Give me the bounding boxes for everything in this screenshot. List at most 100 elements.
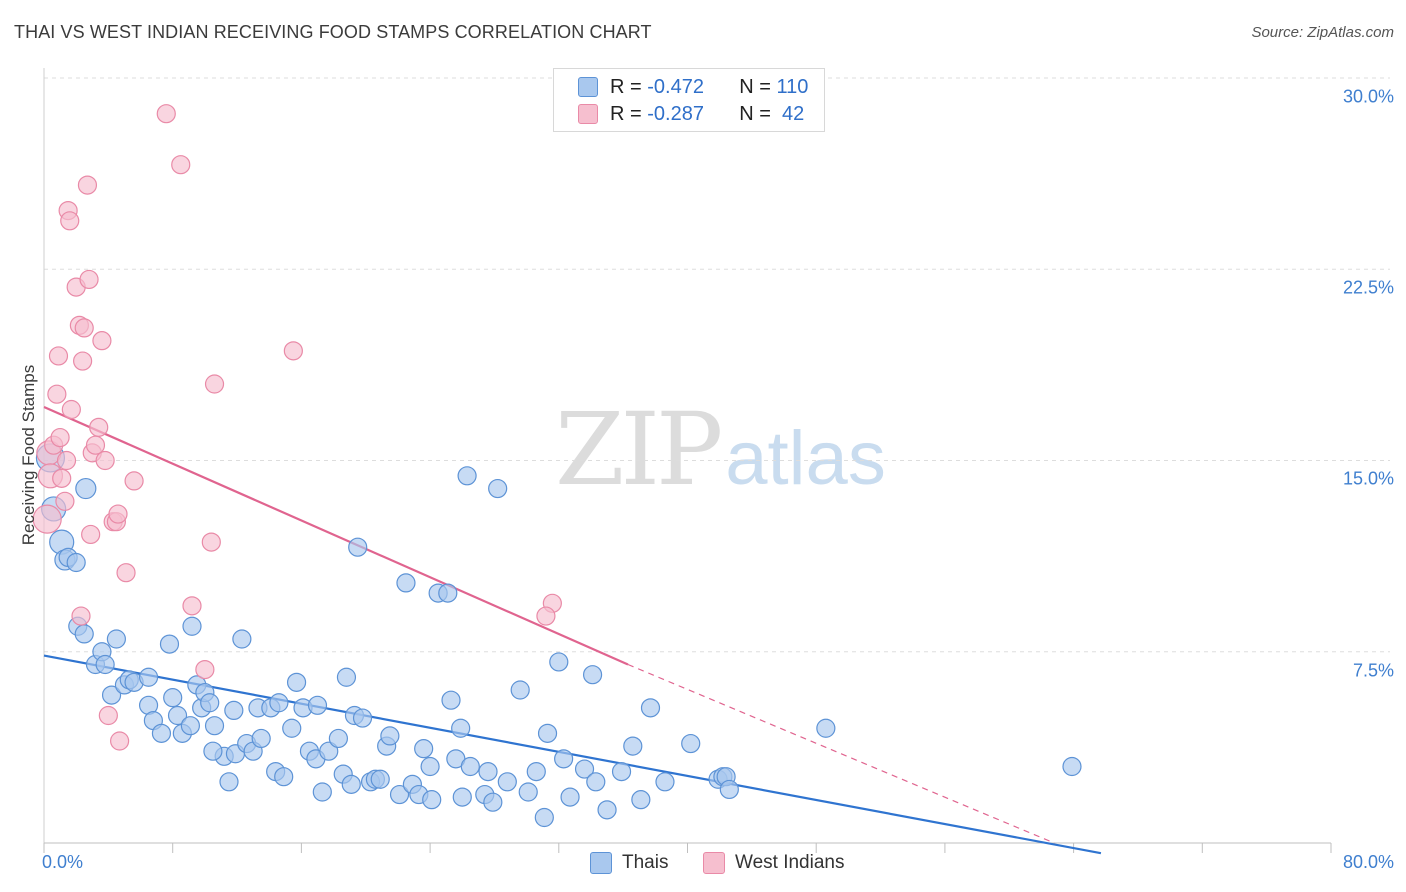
west-indians-point <box>156 104 176 124</box>
thais-point <box>389 784 410 805</box>
west-indians-point <box>201 532 221 552</box>
thais-point <box>554 749 574 769</box>
thais-point <box>1062 756 1082 777</box>
thais-point <box>526 761 546 782</box>
west-indians-point <box>182 596 202 616</box>
west-indians-point <box>89 417 109 437</box>
thais-point <box>203 741 223 761</box>
thais-point <box>159 634 180 654</box>
thais-point <box>414 739 434 759</box>
west-indians-trend-extension <box>627 663 1055 844</box>
thais-point <box>282 718 302 738</box>
legend-item-thais[interactable]: Thais <box>590 852 668 874</box>
legend-label: West Indians <box>735 852 845 873</box>
thais-point <box>204 716 225 736</box>
thais-point <box>681 733 701 754</box>
west-indians-point <box>195 659 215 680</box>
thais-point <box>151 723 172 743</box>
thais-point <box>396 573 416 593</box>
thais-point <box>163 688 183 708</box>
y-tick-label: 15.0% <box>1342 468 1394 489</box>
thais-point <box>106 629 126 649</box>
x-tick-label: 0.0% <box>42 852 84 872</box>
n-value: 110 <box>776 75 809 98</box>
west-indians-point <box>52 468 72 488</box>
west-indians-point <box>124 471 144 491</box>
y-tick-label: 7.5% <box>1352 660 1394 681</box>
west-indians-point <box>60 211 80 231</box>
y-tick-label: 30.0% <box>1342 86 1394 107</box>
thais-trend-line <box>43 654 1102 855</box>
thais-point <box>640 698 661 718</box>
source-label: Source: ZipAtlas.com <box>1251 24 1394 41</box>
thais-point <box>274 767 294 787</box>
n-value: 42 <box>776 102 805 125</box>
thais-point <box>451 718 471 738</box>
legend-item-west-indians[interactable]: West Indians <box>703 852 844 874</box>
thais-point <box>457 466 477 486</box>
thais-swatch <box>590 852 612 874</box>
thais-point <box>483 792 503 812</box>
thais-point <box>623 736 643 756</box>
west-indians-point <box>73 351 93 371</box>
thais-point <box>438 583 458 603</box>
thais-point <box>631 790 651 810</box>
west-indians-point <box>81 524 101 545</box>
thais-point <box>232 629 252 649</box>
thais-point <box>66 552 86 573</box>
thais-point <box>352 708 373 728</box>
legend-row-thais: R = -0.472 N = 110 <box>578 75 808 99</box>
thais-point <box>167 705 188 726</box>
r-label: R = <box>610 75 642 98</box>
west-indians-point <box>79 269 99 290</box>
legend-row-west-indians: R = -0.287 N = 42 <box>578 102 804 126</box>
thais-point <box>537 723 558 743</box>
west-indians-point <box>92 331 112 351</box>
thais-point <box>138 667 159 687</box>
thais-point <box>719 779 739 800</box>
trend-lines <box>43 405 1102 855</box>
n-label: N = <box>739 102 771 125</box>
thais-swatch <box>578 77 598 97</box>
west-indians-point <box>108 504 128 524</box>
thais-point <box>534 807 554 828</box>
thais-point <box>582 665 603 685</box>
west-indians-point <box>536 606 556 626</box>
thais-point <box>597 800 617 820</box>
west-indians-point <box>32 504 62 534</box>
thais-point <box>478 761 498 782</box>
west-indians-point <box>98 705 118 726</box>
thais-point <box>101 685 122 705</box>
west-indians-point <box>71 606 91 626</box>
data-points <box>32 104 1082 828</box>
west-indians-point <box>116 563 136 583</box>
thais-point <box>380 726 400 746</box>
west-indians-point <box>204 374 225 394</box>
n-label: N = <box>739 75 771 98</box>
thais-point <box>251 728 271 749</box>
thais-point <box>422 790 442 810</box>
correlation-legend: R = -0.472 N = 110 R = -0.287 N = 42 <box>553 68 825 132</box>
x-tick-label: 80.0% <box>1342 852 1394 872</box>
chart-title: THAI VS WEST INDIAN RECEIVING FOOD STAMP… <box>14 22 652 42</box>
thais-point <box>460 756 480 777</box>
thais-point <box>219 772 239 792</box>
legend-label: Thais <box>622 852 669 873</box>
west-indians-point <box>50 427 70 448</box>
thais-point <box>341 774 361 794</box>
thais-point <box>182 616 202 636</box>
thais-point <box>655 772 675 792</box>
west-indians-point <box>77 175 98 195</box>
thais-point <box>312 782 332 802</box>
west-indians-point <box>47 384 67 404</box>
r-value: -0.472 <box>647 75 704 98</box>
thais-point <box>441 690 461 710</box>
thais-point <box>336 667 357 687</box>
r-value: -0.287 <box>647 102 704 125</box>
thais-point <box>348 537 368 557</box>
thais-point <box>269 693 289 713</box>
thais-point <box>328 728 349 749</box>
west-indians-point <box>171 155 191 175</box>
thais-point <box>816 718 836 738</box>
y-axis-label: Receiving Food Stamps <box>19 364 38 546</box>
